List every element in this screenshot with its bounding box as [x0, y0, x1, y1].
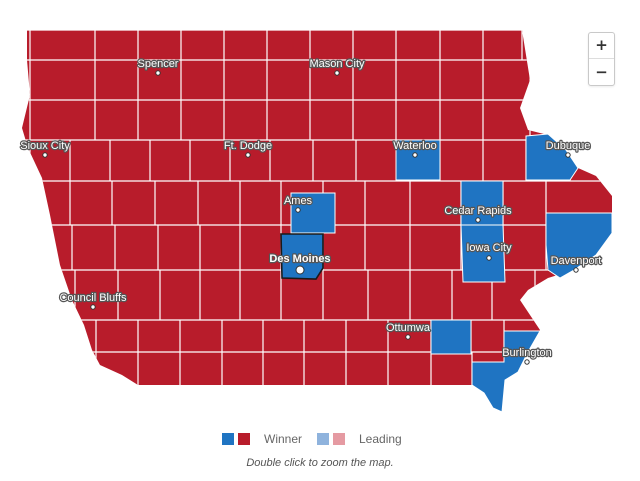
- zoom-control: + −: [588, 32, 615, 86]
- county-des-moines[interactable]: [471, 330, 541, 413]
- county-wapello[interactable]: [430, 319, 472, 355]
- legend: Winner Leading: [0, 431, 640, 447]
- zoom-hint: Double click to zoom the map.: [246, 457, 394, 469]
- democratic-counties: [280, 133, 613, 413]
- county-johnson[interactable]: [460, 224, 506, 283]
- city-label-iowa-city: Iowa City: [466, 242, 512, 254]
- county-polk[interactable]: [280, 233, 324, 280]
- city-label-council-bluffs: Council Bluffs: [59, 292, 127, 304]
- city-markers: Spencer Mason City Sioux City Ft. Dodge Wate…: [19, 57, 603, 365]
- city-label-ft-dodge: Ft. Dodge: [224, 140, 272, 152]
- city-dot-spencer: [155, 70, 161, 76]
- city-label-cedar-rapids: Cedar Rapids: [444, 205, 512, 217]
- city-dot-burlington: [524, 359, 530, 365]
- city-label-davenport: Davenport: [551, 255, 602, 267]
- leading-label: Leading: [359, 432, 402, 446]
- city-dot-ft-dodge: [245, 152, 251, 158]
- city-label-spencer: Spencer: [138, 58, 179, 70]
- city-label-waterloo: Waterloo: [393, 140, 437, 152]
- rep-winner-swatch: [238, 433, 250, 445]
- county-story[interactable]: [290, 192, 336, 234]
- city-label-des-moines: Des Moines: [269, 253, 330, 265]
- city-label-ottumwa: Ottumwa: [386, 322, 431, 334]
- city-label-ames: Ames: [284, 195, 313, 207]
- dem-leading-swatch: [317, 433, 329, 445]
- city-dot-sioux-city: [42, 152, 48, 158]
- city-dot-dubuque: [565, 152, 571, 158]
- city-dot-davenport: [573, 267, 579, 273]
- city-label-mason-city: Mason City: [309, 58, 365, 70]
- dem-winner-swatch: [222, 433, 234, 445]
- county-linn[interactable]: [460, 180, 504, 226]
- city-label-burlington: Burlington: [502, 347, 552, 359]
- city-dot-des-moines: [295, 265, 305, 275]
- county-scott[interactable]: [545, 212, 613, 279]
- rep-leading-swatch: [333, 433, 345, 445]
- city-dot-waterloo: [412, 152, 418, 158]
- iowa-county-map[interactable]: Spencer Mason City Sioux City Ft. Dodge Wate…: [0, 0, 640, 425]
- zoom-out-button[interactable]: −: [595, 63, 608, 81]
- county-black-hawk[interactable]: [395, 139, 441, 181]
- city-dot-cedar-rapids: [475, 217, 481, 223]
- city-label-dubuque: Dubuque: [546, 140, 591, 152]
- city-dot-mason-city: [334, 70, 340, 76]
- winner-label: Winner: [264, 432, 303, 446]
- city-label-sioux-city: Sioux City: [20, 140, 70, 152]
- city-dot-council-bluffs: [90, 304, 96, 310]
- city-dot-iowa-city: [486, 255, 492, 261]
- city-dot-ottumwa: [405, 334, 411, 340]
- county-dubuque[interactable]: [525, 133, 579, 181]
- city-dot-ames: [295, 207, 301, 213]
- zoom-in-button[interactable]: +: [589, 33, 614, 59]
